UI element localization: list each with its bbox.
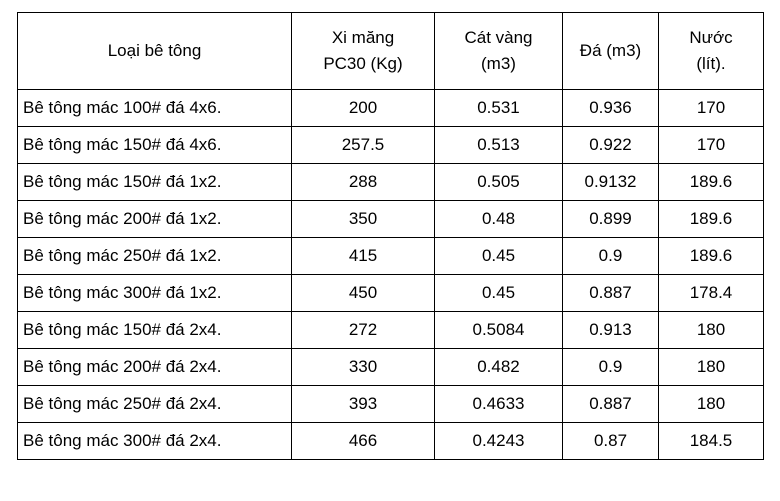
cell-cement: 350: [291, 200, 435, 238]
header-sand: Cát vàng (m3): [434, 12, 563, 90]
cell-type: Bê tông mác 150# đá 4x6.: [17, 126, 292, 164]
cell-sand: 0.4633: [434, 385, 563, 423]
concrete-mix-table: Loại bê tông Xi măng PC30 (Kg) Cát vàng …: [17, 12, 764, 460]
header-stone: Đá (m3): [562, 12, 659, 90]
cell-stone: 0.899: [562, 200, 659, 238]
cell-water: 170: [658, 89, 764, 127]
table-row: Bê tông mác 150# đá 4x6. 257.5 0.513 0.922 1…: [17, 126, 764, 164]
cell-stone: 0.87: [562, 422, 659, 460]
table-row: Bê tông mác 150# đá 1x2. 288 0.505 0.9132 18…: [17, 163, 764, 201]
table-row: Bê tông mác 250# đá 1x2. 415 0.45 0.9 189.6: [17, 237, 764, 275]
cell-sand: 0.531: [434, 89, 563, 127]
cell-sand: 0.4243: [434, 422, 563, 460]
cell-stone: 0.936: [562, 89, 659, 127]
cell-cement: 415: [291, 237, 435, 275]
cell-stone: 0.9132: [562, 163, 659, 201]
cell-stone: 0.887: [562, 274, 659, 312]
header-cement: Xi măng PC30 (Kg): [291, 12, 435, 90]
cell-stone: 0.922: [562, 126, 659, 164]
cell-cement: 288: [291, 163, 435, 201]
cell-stone: 0.9: [562, 348, 659, 386]
cell-water: 189.6: [658, 163, 764, 201]
table-row: Bê tông mác 250# đá 2x4. 393 0.4633 0.887 18…: [17, 385, 764, 423]
table-row: Bê tông mác 200# đá 2x4. 330 0.482 0.9 180: [17, 348, 764, 386]
cell-sand: 0.505: [434, 163, 563, 201]
cell-type: Bê tông mác 100# đá 4x6.: [17, 89, 292, 127]
cell-water: 189.6: [658, 200, 764, 238]
cell-type: Bê tông mác 150# đá 1x2.: [17, 163, 292, 201]
cell-sand: 0.5084: [434, 311, 563, 349]
cell-cement: 393: [291, 385, 435, 423]
cell-type: Bê tông mác 250# đá 1x2.: [17, 237, 292, 275]
cell-cement: 330: [291, 348, 435, 386]
table-row: Bê tông mác 300# đá 1x2. 450 0.45 0.887 178.…: [17, 274, 764, 312]
cell-cement: 257.5: [291, 126, 435, 164]
cell-water: 189.6: [658, 237, 764, 275]
header-type: Loại bê tông: [17, 12, 292, 90]
cell-type: Bê tông mác 300# đá 2x4.: [17, 422, 292, 460]
cell-type: Bê tông mác 200# đá 1x2.: [17, 200, 292, 238]
header-row: Loại bê tông Xi măng PC30 (Kg) Cát vàng …: [17, 12, 764, 90]
cell-cement: 272: [291, 311, 435, 349]
cell-type: Bê tông mác 200# đá 2x4.: [17, 348, 292, 386]
concrete-mix-table-container: Loại bê tông Xi măng PC30 (Kg) Cát vàng …: [17, 12, 764, 460]
cell-stone: 0.9: [562, 237, 659, 275]
cell-water: 170: [658, 126, 764, 164]
cell-water: 180: [658, 348, 764, 386]
table-row: Bê tông mác 200# đá 1x2. 350 0.48 0.899 189.…: [17, 200, 764, 238]
cell-cement: 466: [291, 422, 435, 460]
table-row: Bê tông mác 300# đá 2x4. 466 0.4243 0.87 184…: [17, 422, 764, 460]
table-row: Bê tông mác 100# đá 4x6. 200 0.531 0.936 170: [17, 89, 764, 127]
cell-type: Bê tông mác 150# đá 2x4.: [17, 311, 292, 349]
header-water: Nước (lít).: [658, 12, 764, 90]
cell-sand: 0.45: [434, 274, 563, 312]
cell-water: 184.5: [658, 422, 764, 460]
cell-sand: 0.48: [434, 200, 563, 238]
cell-cement: 450: [291, 274, 435, 312]
cell-water: 178.4: [658, 274, 764, 312]
cell-sand: 0.513: [434, 126, 563, 164]
table-body: Bê tông mác 100# đá 4x6. 200 0.531 0.936 170…: [17, 89, 764, 460]
cell-type: Bê tông mác 300# đá 1x2.: [17, 274, 292, 312]
cell-type: Bê tông mác 250# đá 2x4.: [17, 385, 292, 423]
cell-stone: 0.887: [562, 385, 659, 423]
cell-water: 180: [658, 311, 764, 349]
cell-water: 180: [658, 385, 764, 423]
cell-cement: 200: [291, 89, 435, 127]
cell-sand: 0.482: [434, 348, 563, 386]
table-row: Bê tông mác 150# đá 2x4. 272 0.5084 0.913 18…: [17, 311, 764, 349]
cell-sand: 0.45: [434, 237, 563, 275]
cell-stone: 0.913: [562, 311, 659, 349]
